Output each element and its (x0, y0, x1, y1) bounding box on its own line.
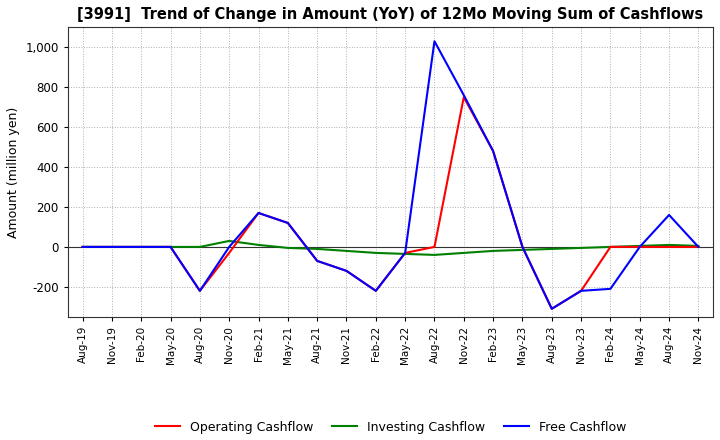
Free Cashflow (489, 148, 498, 154)
Free Cashflow (254, 210, 263, 216)
Operating Cashflow (430, 244, 438, 249)
Operating Cashflow (196, 288, 204, 293)
Operating Cashflow (694, 244, 703, 249)
Operating Cashflow (459, 95, 468, 100)
Investing Cashflow (518, 247, 527, 253)
Operating Cashflow (577, 288, 585, 293)
Investing Cashflow (284, 245, 292, 250)
Investing Cashflow (137, 244, 145, 249)
Free Cashflow (78, 244, 87, 249)
Operating Cashflow (107, 244, 116, 249)
Investing Cashflow (166, 244, 175, 249)
Investing Cashflow (606, 244, 615, 249)
Free Cashflow (459, 92, 468, 98)
Free Cashflow (694, 244, 703, 249)
Free Cashflow (166, 244, 175, 249)
Operating Cashflow (313, 258, 322, 264)
Investing Cashflow (459, 250, 468, 256)
Free Cashflow (606, 286, 615, 291)
Investing Cashflow (342, 248, 351, 253)
Investing Cashflow (107, 244, 116, 249)
Free Cashflow (518, 244, 527, 249)
Investing Cashflow (372, 250, 380, 256)
Investing Cashflow (665, 242, 673, 248)
Operating Cashflow (518, 244, 527, 249)
Free Cashflow (547, 306, 556, 312)
Free Cashflow (196, 288, 204, 293)
Free Cashflow (430, 39, 438, 44)
Free Cashflow (636, 244, 644, 249)
Operating Cashflow (489, 148, 498, 154)
Operating Cashflow (547, 306, 556, 312)
Investing Cashflow (78, 244, 87, 249)
Free Cashflow (284, 220, 292, 226)
Investing Cashflow (401, 251, 410, 257)
Operating Cashflow (606, 244, 615, 249)
Operating Cashflow (225, 250, 233, 256)
Operating Cashflow (342, 268, 351, 274)
Investing Cashflow (430, 252, 438, 257)
Investing Cashflow (254, 242, 263, 248)
Title: [3991]  Trend of Change in Amount (YoY) of 12Mo Moving Sum of Cashflows: [3991] Trend of Change in Amount (YoY) o… (77, 7, 703, 22)
Free Cashflow (225, 244, 233, 249)
Operating Cashflow (284, 220, 292, 226)
Operating Cashflow (665, 244, 673, 249)
Free Cashflow (137, 244, 145, 249)
Free Cashflow (665, 213, 673, 218)
Legend: Operating Cashflow, Investing Cashflow, Free Cashflow: Operating Cashflow, Investing Cashflow, … (150, 416, 631, 439)
Operating Cashflow (166, 244, 175, 249)
Free Cashflow (372, 288, 380, 293)
Free Cashflow (401, 250, 410, 256)
Operating Cashflow (254, 210, 263, 216)
Line: Operating Cashflow: Operating Cashflow (83, 97, 698, 309)
Investing Cashflow (694, 243, 703, 249)
Y-axis label: Amount (million yen): Amount (million yen) (7, 106, 20, 238)
Operating Cashflow (137, 244, 145, 249)
Investing Cashflow (225, 238, 233, 244)
Operating Cashflow (401, 250, 410, 256)
Investing Cashflow (489, 248, 498, 253)
Free Cashflow (313, 258, 322, 264)
Operating Cashflow (636, 244, 644, 249)
Investing Cashflow (313, 246, 322, 252)
Investing Cashflow (577, 245, 585, 250)
Investing Cashflow (636, 243, 644, 249)
Free Cashflow (107, 244, 116, 249)
Investing Cashflow (196, 244, 204, 249)
Operating Cashflow (372, 288, 380, 293)
Free Cashflow (342, 268, 351, 274)
Investing Cashflow (547, 246, 556, 252)
Line: Investing Cashflow: Investing Cashflow (83, 241, 698, 255)
Free Cashflow (577, 288, 585, 293)
Operating Cashflow (78, 244, 87, 249)
Line: Free Cashflow: Free Cashflow (83, 41, 698, 309)
